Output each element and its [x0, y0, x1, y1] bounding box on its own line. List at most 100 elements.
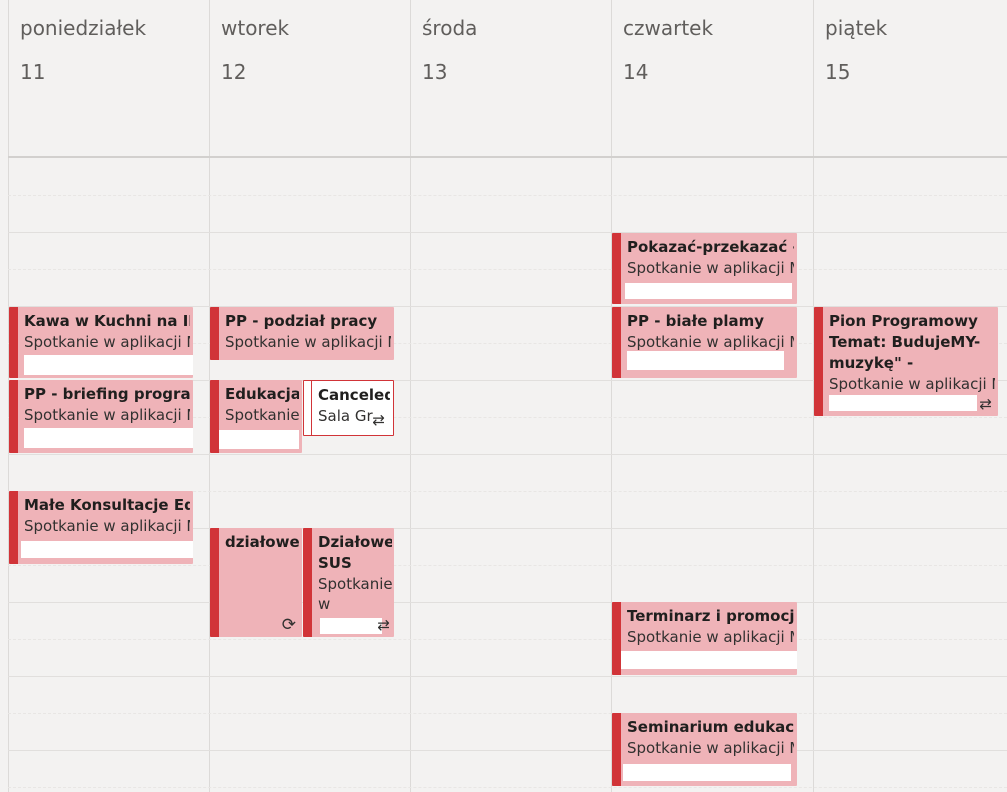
day-number: 12 [221, 60, 247, 84]
event-title: PP - białe plamy [627, 312, 765, 330]
half-hour-line [8, 491, 1007, 492]
hour-line [8, 306, 1007, 307]
recurring-exception-icon: ⇄ [377, 616, 390, 634]
event-title: PP - briefing program [24, 385, 190, 403]
day-header-tuesday[interactable]: wtorek 12 [210, 0, 410, 156]
event-location: Spotkanie w [318, 575, 392, 613]
recurring-exception-icon: ⇄ [372, 411, 385, 429]
event-location: Spotkanie w aplikacji M [627, 333, 794, 351]
event-seminarium[interactable]: Seminarium edukacyj Spotkanie w aplikacj… [612, 713, 797, 786]
day-number: 11 [20, 60, 46, 84]
day-header-thursday[interactable]: czwartek 14 [612, 0, 813, 156]
event-color-bar [210, 528, 219, 637]
event-color-bar [210, 307, 219, 360]
event-terminarz[interactable]: Terminarz i promocja Spotkanie w aplikac… [612, 602, 797, 675]
day-name: poniedziałek [20, 16, 147, 40]
day-name: środa [422, 16, 478, 40]
half-hour-line [8, 787, 1007, 788]
event-title: Terminarz i promocja [627, 607, 794, 625]
recurring-exception-icon: ⇄ [979, 395, 992, 413]
event-title: działowe [225, 533, 299, 551]
day-number: 13 [422, 60, 448, 84]
event-location: Spotkanie w aplikacji M [225, 333, 391, 351]
event-title: PP - podział pracy [225, 312, 378, 330]
event-dzialowe-sus[interactable]: Działowe SUS Spotkanie w ⇄ [303, 528, 394, 637]
event-color-bar [612, 233, 621, 304]
event-location: Spotkanie w aplikacji M [627, 259, 794, 277]
redacted-text [24, 355, 193, 375]
event-kawa[interactable]: Kawa w Kuchni na II p Spotkanie w aplika… [9, 307, 193, 378]
event-color-bar [814, 307, 823, 416]
column-divider [813, 0, 814, 792]
event-location: Spotkanie w aplikacji M [24, 406, 190, 424]
column-divider [209, 0, 210, 792]
day-number: 15 [825, 60, 851, 84]
day-name: piątek [825, 16, 888, 40]
event-konsultacje[interactable]: Małe Konsultacje Edu Spotkanie w aplikac… [9, 491, 193, 564]
redacted-text [320, 618, 382, 634]
half-hour-line [8, 639, 1007, 640]
event-pion-programowy[interactable]: Pion Programowy Temat: BudujeMY-muzykę" … [814, 307, 998, 416]
hour-line [8, 676, 1007, 677]
event-title: Małe Konsultacje Edu [24, 496, 190, 514]
day-header-monday[interactable]: poniedziałek 11 [9, 0, 209, 156]
event-title: Pion Programowy Temat: BudujeMY-muzykę" … [829, 312, 981, 372]
event-color-bar [9, 380, 18, 453]
redacted-text [219, 430, 299, 449]
event-canceled[interactable]: Canceled Sala Gr ⇄ [303, 380, 394, 436]
event-color-bar [9, 491, 18, 564]
half-hour-line [8, 417, 1007, 418]
event-pokazac[interactable]: Pokazać-przekazać - u Spotkanie w aplika… [612, 233, 797, 304]
half-hour-line [8, 343, 1007, 344]
half-hour-line [8, 269, 1007, 270]
half-hour-line [8, 565, 1007, 566]
half-hour-line [8, 713, 1007, 714]
day-name: czwartek [623, 16, 714, 40]
event-title: Pokazać-przekazać - u [627, 238, 794, 256]
event-color-bar [612, 307, 621, 378]
hour-line [8, 528, 1007, 529]
redacted-text [21, 541, 193, 558]
event-title: Edukacja [225, 385, 299, 403]
redacted-text [24, 428, 193, 448]
event-title: Kawa w Kuchni na II p [24, 312, 190, 330]
event-location: Spotkanie w aplikacji M [829, 375, 995, 393]
redacted-text [625, 283, 792, 299]
event-dzialowe[interactable]: działowe ⟳ [210, 528, 302, 637]
recurring-icon: ⟳ [281, 615, 296, 635]
event-title: Canceled [318, 386, 390, 404]
event-edukacja[interactable]: Edukacja Spotkanie [210, 380, 302, 453]
hour-line [8, 750, 1007, 751]
event-location: Spotkanie w aplikacji M [627, 628, 794, 646]
hour-line [8, 602, 1007, 603]
event-location: Spotkanie w aplikacji M [627, 739, 794, 757]
event-color-bar [612, 713, 621, 786]
redacted-text [623, 764, 791, 781]
event-location: Spotkanie w aplikacji M [24, 333, 190, 351]
event-briefing[interactable]: PP - briefing program Spotkanie w aplika… [9, 380, 193, 453]
header-separator [8, 156, 1007, 158]
redacted-text [621, 651, 797, 669]
hour-line [8, 380, 1007, 381]
hour-line [8, 454, 1007, 455]
column-divider [410, 0, 411, 792]
event-color-bar [210, 380, 219, 453]
day-name: wtorek [221, 16, 290, 40]
redacted-text [829, 395, 977, 411]
event-color-bar [612, 602, 621, 675]
redacted-text [627, 351, 784, 370]
event-color-bar [303, 528, 312, 637]
hour-line [8, 232, 1007, 233]
event-color-bar [9, 307, 18, 378]
day-header-friday[interactable]: piątek 15 [814, 0, 1007, 156]
event-title: Seminarium edukacyj [627, 718, 794, 736]
event-title: Działowe SUS [318, 533, 392, 572]
event-location: Spotkanie [225, 406, 299, 424]
event-podzial[interactable]: PP - podział pracy Spotkanie w aplikacji… [210, 307, 394, 360]
event-biale-plamy[interactable]: PP - białe plamy Spotkanie w aplikacji M [612, 307, 797, 378]
half-hour-line [8, 195, 1007, 196]
day-header-wednesday[interactable]: środa 13 [411, 0, 611, 156]
event-color-bar [304, 381, 312, 435]
event-location: Sala Gr [318, 407, 373, 425]
